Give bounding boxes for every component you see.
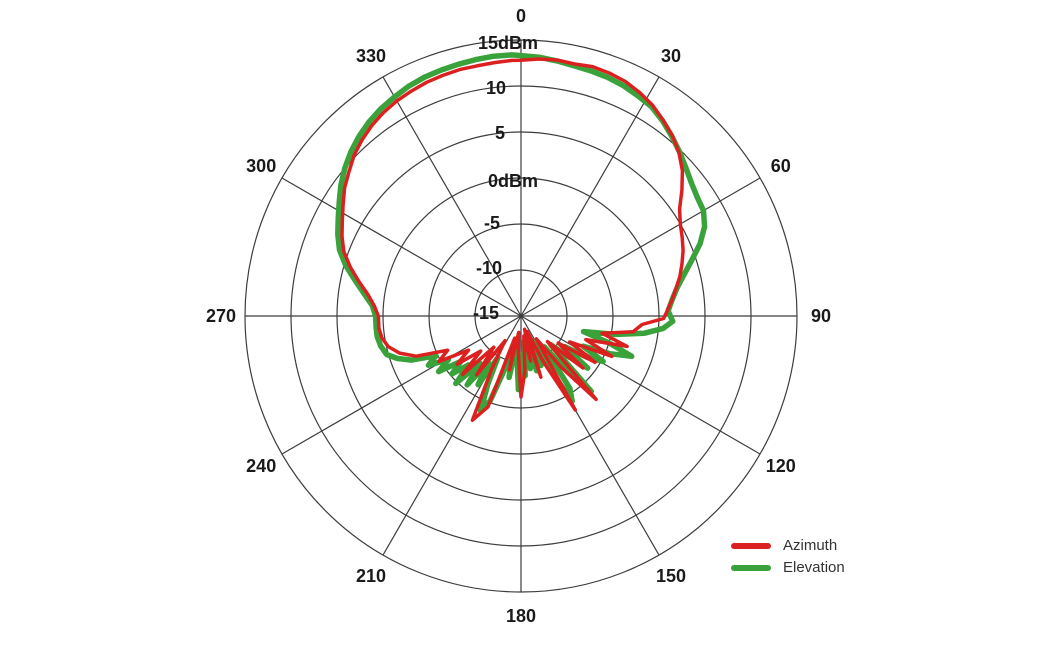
angle-label-150: 150 (656, 566, 686, 586)
angle-label-0: 0 (516, 6, 526, 26)
angle-label-270: 270 (206, 306, 236, 326)
series-azimuth-curve (340, 57, 685, 422)
polar-grid (244, 39, 798, 593)
grid-spoke-120 (520, 315, 761, 455)
elevation-line-swatch (731, 564, 771, 571)
grid-spoke-240 (281, 315, 522, 455)
legend-item-elevation: Elevation (731, 560, 845, 575)
angle-label-240: 240 (246, 456, 276, 476)
pattern-curves (335, 52, 708, 422)
axis-tick-labels: 0 30 60 90 120 150 180 210 240 270 300 330 15dBm 10 5 0… (206, 6, 831, 626)
grid-spoke-30 (520, 76, 660, 317)
angle-label-180: 180 (506, 606, 536, 626)
radial-label--5: -5 (484, 213, 500, 233)
elevation-legend-label: Elevation (783, 559, 845, 576)
grid-spoke-300 (281, 177, 522, 317)
radial-label-0: 0dBm (488, 171, 538, 191)
series-elevation-curve (335, 52, 708, 414)
legend: Azimuth Elevation (731, 538, 845, 575)
radial-label--15: -15 (473, 303, 499, 323)
radial-label-5: 5 (495, 123, 505, 143)
legend-item-azimuth: Azimuth (731, 538, 845, 553)
angle-label-60: 60 (771, 156, 791, 176)
azimuth-line-swatch (731, 542, 771, 549)
azimuth-legend-label: Azimuth (783, 537, 838, 554)
grid-spoke-60 (520, 177, 761, 317)
grid-spoke-330 (382, 76, 522, 317)
radial-label-15: 15dBm (478, 33, 538, 53)
radial-label-10: 10 (486, 78, 506, 98)
angle-label-330: 330 (356, 46, 386, 66)
angle-label-300: 300 (246, 156, 276, 176)
angle-label-30: 30 (661, 46, 681, 66)
angle-label-210: 210 (356, 566, 386, 586)
radial-label--10: -10 (476, 258, 502, 278)
angle-label-90: 90 (811, 306, 831, 326)
angle-label-120: 120 (766, 456, 796, 476)
